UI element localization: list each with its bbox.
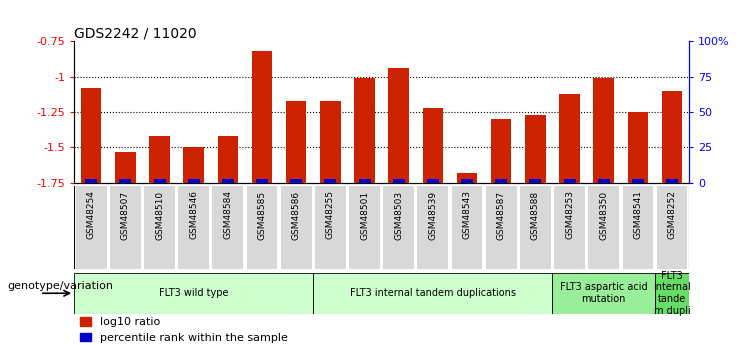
FancyBboxPatch shape <box>349 186 380 269</box>
FancyBboxPatch shape <box>74 273 313 314</box>
Bar <box>525 115 545 183</box>
FancyBboxPatch shape <box>520 186 551 269</box>
Text: GSM48543: GSM48543 <box>462 190 471 239</box>
FancyBboxPatch shape <box>110 186 141 269</box>
Bar <box>256 179 268 183</box>
FancyBboxPatch shape <box>315 186 346 269</box>
Text: GSM48255: GSM48255 <box>326 190 335 239</box>
Bar <box>354 78 375 183</box>
FancyBboxPatch shape <box>588 186 619 269</box>
FancyBboxPatch shape <box>247 186 277 269</box>
Bar <box>325 179 336 183</box>
Text: GSM48541: GSM48541 <box>634 190 642 239</box>
Text: GSM48507: GSM48507 <box>121 190 130 239</box>
Text: GSM48503: GSM48503 <box>394 190 403 239</box>
FancyBboxPatch shape <box>383 186 414 269</box>
Text: GSM48350: GSM48350 <box>599 190 608 239</box>
FancyBboxPatch shape <box>657 186 688 269</box>
Bar <box>422 108 443 183</box>
Text: GSM48546: GSM48546 <box>189 190 198 239</box>
Bar <box>564 179 576 183</box>
Bar <box>115 152 136 183</box>
Text: FLT3 wild type: FLT3 wild type <box>159 288 228 298</box>
FancyBboxPatch shape <box>281 186 311 269</box>
Text: GSM48252: GSM48252 <box>668 190 677 239</box>
Bar <box>491 119 511 183</box>
Legend: log10 ratio, percentile rank within the sample: log10 ratio, percentile rank within the … <box>79 317 288 343</box>
Bar <box>628 112 648 183</box>
Bar <box>81 88 102 183</box>
FancyBboxPatch shape <box>313 273 553 314</box>
Bar <box>286 101 307 183</box>
FancyBboxPatch shape <box>452 186 482 269</box>
Text: GDS2242 / 11020: GDS2242 / 11020 <box>74 26 196 40</box>
Bar <box>187 179 199 183</box>
Bar <box>218 136 238 183</box>
Bar <box>119 179 131 183</box>
Text: FLT3
internal
tande
m dupli: FLT3 internal tande m dupli <box>653 271 691 316</box>
Bar <box>529 179 542 183</box>
Bar <box>495 179 507 183</box>
Text: GSM48587: GSM48587 <box>496 190 505 239</box>
Bar <box>222 179 234 183</box>
Text: GSM48539: GSM48539 <box>428 190 437 239</box>
Bar <box>153 179 165 183</box>
FancyBboxPatch shape <box>553 273 655 314</box>
Bar <box>149 136 170 183</box>
Text: FLT3 aspartic acid
mutation: FLT3 aspartic acid mutation <box>560 283 648 304</box>
Bar <box>388 68 409 183</box>
Bar <box>598 179 610 183</box>
Bar <box>456 173 477 183</box>
Bar <box>662 91 682 183</box>
Bar <box>252 51 272 183</box>
FancyBboxPatch shape <box>417 186 448 269</box>
Bar <box>461 179 473 183</box>
Bar <box>559 94 579 183</box>
Bar <box>666 179 678 183</box>
Text: GSM48510: GSM48510 <box>155 190 164 239</box>
Bar <box>290 179 302 183</box>
Bar <box>184 148 204 183</box>
Text: GSM48586: GSM48586 <box>292 190 301 239</box>
FancyBboxPatch shape <box>144 186 175 269</box>
Bar <box>359 179 370 183</box>
Text: GSM48588: GSM48588 <box>531 190 540 239</box>
Text: GSM48584: GSM48584 <box>223 190 233 239</box>
FancyBboxPatch shape <box>213 186 243 269</box>
Bar <box>85 179 97 183</box>
Bar <box>320 101 341 183</box>
Text: FLT3 internal tandem duplications: FLT3 internal tandem duplications <box>350 288 516 298</box>
Bar <box>393 179 405 183</box>
Text: GSM48254: GSM48254 <box>87 190 96 239</box>
Text: GSM48501: GSM48501 <box>360 190 369 239</box>
Text: GSM48585: GSM48585 <box>258 190 267 239</box>
Bar <box>594 78 614 183</box>
Text: genotype/variation: genotype/variation <box>7 282 113 291</box>
FancyBboxPatch shape <box>622 186 654 269</box>
Bar <box>427 179 439 183</box>
Text: GSM48253: GSM48253 <box>565 190 574 239</box>
FancyBboxPatch shape <box>179 186 209 269</box>
Bar <box>632 179 644 183</box>
FancyBboxPatch shape <box>554 186 585 269</box>
FancyBboxPatch shape <box>655 273 689 314</box>
FancyBboxPatch shape <box>486 186 516 269</box>
FancyBboxPatch shape <box>76 186 107 269</box>
